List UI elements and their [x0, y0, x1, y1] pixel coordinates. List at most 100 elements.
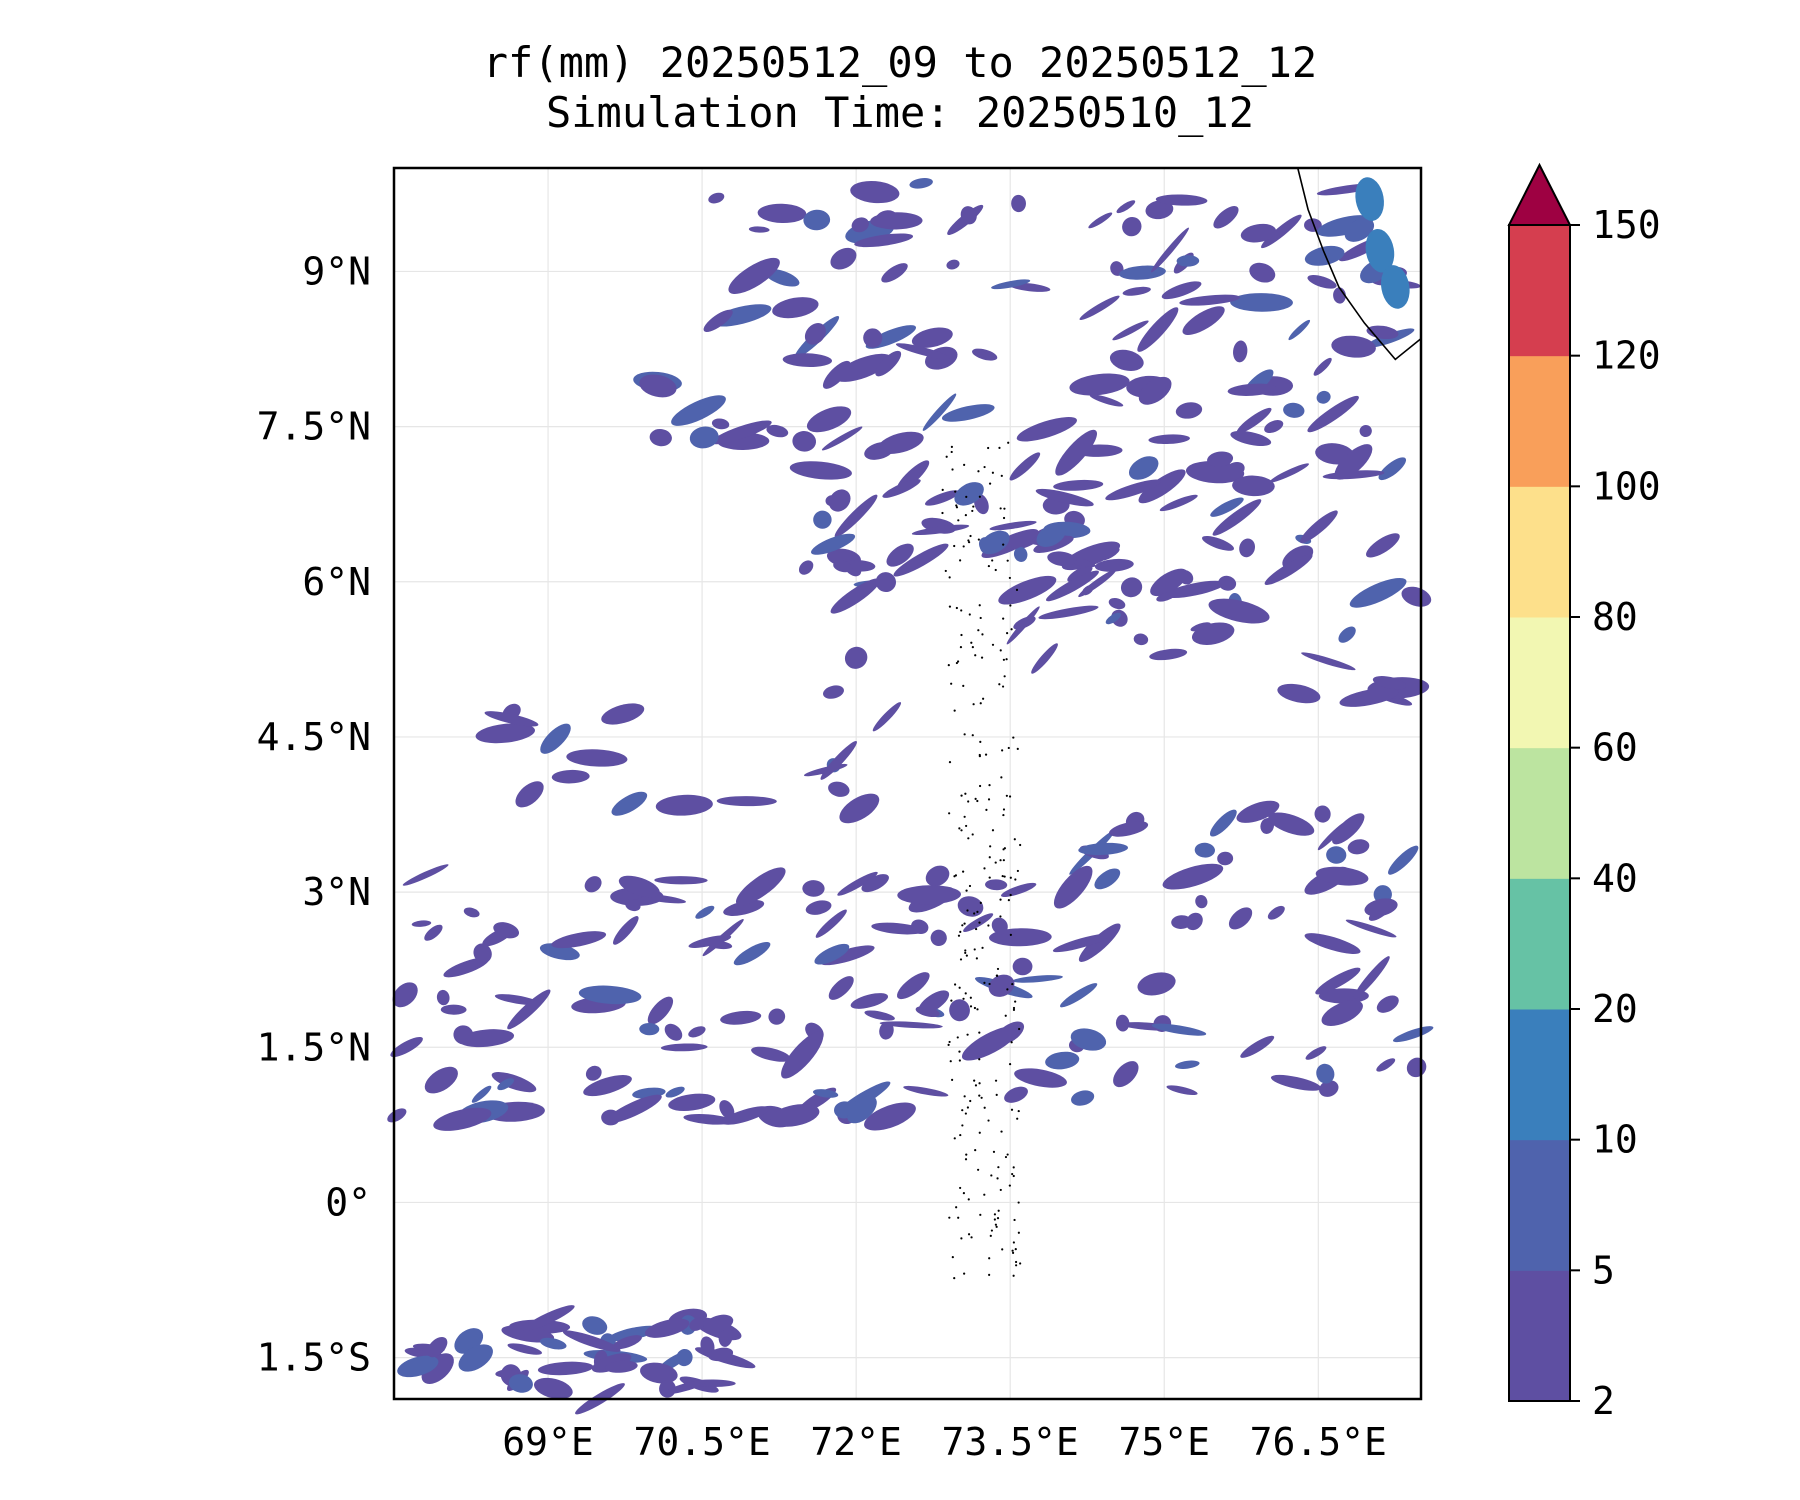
atoll-dot: [987, 564, 990, 568]
rain-cell: [1182, 306, 1225, 336]
atoll-dot: [971, 646, 974, 649]
rain-cell: [1331, 335, 1376, 358]
rain-cell: [1268, 812, 1315, 836]
atoll-dot: [960, 609, 963, 612]
rain-cell: [1094, 868, 1121, 890]
atoll-dot: [964, 949, 967, 952]
rain-cell: [1047, 551, 1077, 567]
rain-cell: [728, 257, 780, 295]
atoll-dot: [948, 1216, 951, 1219]
rain-cell: [1133, 633, 1149, 646]
rain-cell: [1011, 194, 1026, 213]
rain-cell: [1304, 218, 1322, 232]
rain-cell: [1326, 846, 1347, 864]
atoll-dot: [992, 1150, 996, 1153]
atoll-dot: [948, 761, 952, 764]
atoll-dot: [1016, 747, 1019, 750]
rain-cell: [1071, 1090, 1095, 1106]
atoll-dot: [1014, 1260, 1018, 1264]
rain-cell: [1112, 320, 1149, 341]
rain-cell: [813, 510, 832, 529]
atoll-dot: [978, 1082, 981, 1085]
rain-cell: [1059, 983, 1098, 1008]
rain-cell: [830, 578, 881, 614]
rain-cell: [930, 929, 947, 946]
rain-cell: [1209, 809, 1237, 837]
atoll-dot: [1019, 1262, 1022, 1265]
atoll-dot: [1016, 869, 1019, 873]
rain-cell: [1137, 307, 1179, 352]
rain-cell: [1014, 1068, 1067, 1088]
atoll-dot: [976, 1008, 979, 1011]
rain-cell: [812, 1089, 839, 1098]
rain-cell: [611, 791, 648, 816]
atoll-dot: [982, 697, 985, 700]
rain-cell: [497, 1078, 514, 1091]
atoll-dot: [963, 463, 966, 466]
atoll-dot: [951, 1078, 954, 1081]
rain-cell: [1217, 851, 1234, 866]
atoll-dot: [953, 1277, 956, 1280]
atoll-dot: [999, 859, 1002, 862]
atoll-dot: [1012, 1241, 1015, 1244]
colorbar-tick-label: 150: [1592, 203, 1661, 247]
atoll-dot: [1015, 1264, 1018, 1267]
atoll-dot: [999, 1188, 1002, 1192]
rain-cell: [1078, 923, 1121, 962]
atoll-dot: [1012, 1166, 1015, 1169]
rain-cell: [1089, 394, 1124, 407]
colorbar-segment: [1509, 1009, 1570, 1141]
rain-cell: [1321, 1000, 1363, 1027]
atoll-dot: [945, 455, 948, 458]
rain-cell: [1213, 206, 1239, 229]
atoll-dot: [978, 921, 981, 924]
rain-cell: [781, 1031, 824, 1079]
atoll-dot: [1000, 474, 1003, 477]
atoll-dot: [969, 534, 972, 538]
lon-tick-label: 75°E: [1118, 1420, 1210, 1464]
rain-cell: [972, 348, 998, 361]
atoll-dot: [1011, 1172, 1014, 1176]
rain-cell: [583, 1075, 632, 1097]
atoll-dot: [953, 709, 956, 712]
atoll-dot: [977, 1168, 980, 1171]
atoll-dot: [983, 867, 986, 870]
atoll-dot: [1004, 1155, 1008, 1159]
rain-cell: [946, 259, 960, 270]
rain-cell: [980, 530, 1010, 555]
rain-cell: [390, 1036, 423, 1058]
rain-cell: [1116, 200, 1136, 214]
atoll-dot: [1012, 1006, 1016, 1010]
rain-cell: [618, 875, 660, 898]
rain-cell: [688, 1026, 706, 1038]
atoll-dot: [991, 643, 995, 646]
rain-cell: [828, 976, 854, 1000]
atoll-dot: [978, 1058, 981, 1061]
atoll-dot: [941, 511, 944, 515]
lat-tick-label: 6°N: [302, 560, 371, 604]
atoll-dot: [962, 684, 965, 687]
atoll-dot: [1012, 736, 1015, 739]
rain-cell: [1332, 813, 1365, 845]
rain-cell: [897, 885, 962, 905]
atoll-dot: [1009, 933, 1012, 936]
colorbar-segment: [1509, 617, 1570, 749]
atoll-dot: [961, 1109, 964, 1112]
rain-cell: [1269, 463, 1310, 483]
atoll-dot: [1017, 1109, 1020, 1113]
atoll-dot: [996, 967, 1000, 971]
rain-cell: [1270, 1074, 1322, 1091]
atoll-dot: [971, 509, 974, 513]
atoll-dot: [988, 876, 991, 879]
atoll-dot: [961, 924, 964, 927]
atoll-dot: [1017, 1231, 1020, 1234]
atoll-dot: [964, 951, 967, 954]
rain-cell: [515, 781, 544, 808]
atoll-dot: [962, 870, 965, 873]
atoll-dot: [984, 753, 988, 756]
atoll-dot: [1006, 988, 1009, 991]
atoll-dot: [971, 833, 974, 836]
rain-cell: [879, 1021, 894, 1040]
atoll-dot: [979, 1213, 982, 1216]
rain-cell: [507, 1343, 542, 1355]
